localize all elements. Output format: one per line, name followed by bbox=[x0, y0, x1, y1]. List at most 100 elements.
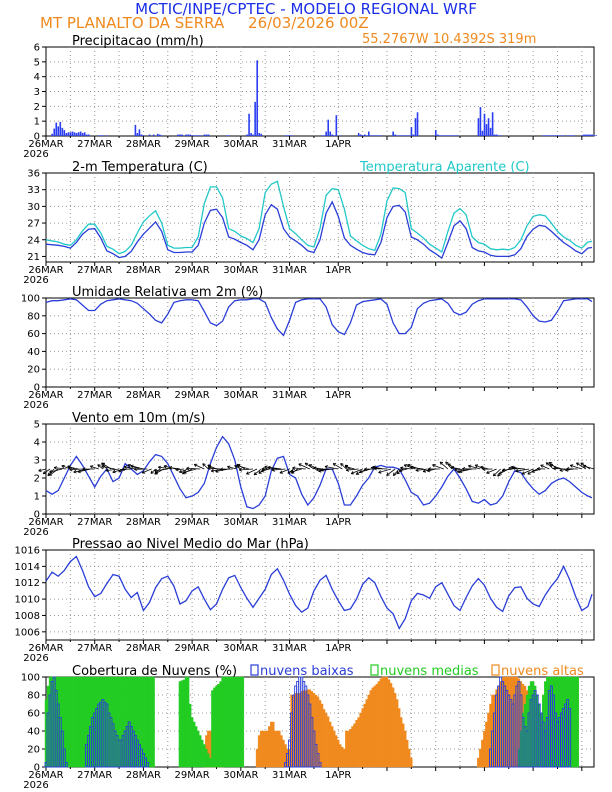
wind-arrow-head bbox=[48, 472, 53, 476]
wind-arrow-head bbox=[220, 467, 224, 472]
x-tick-label: 1APR bbox=[325, 139, 351, 150]
wind-arrow-head bbox=[457, 469, 461, 474]
cloud-bar-medias bbox=[211, 690, 214, 768]
precip-bar bbox=[495, 134, 498, 136]
precip-bar bbox=[357, 133, 360, 136]
cloud-bar-medias bbox=[81, 676, 84, 768]
wind-arrow-head bbox=[540, 464, 544, 468]
cloud-bar-baixas bbox=[64, 762, 68, 768]
cloud-bar-medias bbox=[576, 676, 579, 768]
x-tick-label: 31MAR bbox=[272, 517, 307, 528]
x-tick-label: 28MAR bbox=[126, 770, 161, 781]
cloud-bar-medias bbox=[205, 748, 208, 768]
precip-bar bbox=[98, 135, 100, 136]
cloud-bar-altas bbox=[278, 730, 281, 768]
precip-bar bbox=[71, 131, 74, 136]
x-tick-label: 27MAR bbox=[77, 390, 112, 401]
cloud-bar-altas bbox=[257, 735, 261, 768]
cloud-bar-altas bbox=[395, 699, 399, 768]
precip-bar bbox=[87, 134, 90, 136]
precip-bar bbox=[412, 134, 415, 136]
wind-arrow bbox=[246, 468, 258, 475]
cloud-bar-altas bbox=[328, 721, 332, 768]
cloud-bar-medias bbox=[572, 676, 575, 768]
wind-arrow bbox=[101, 465, 116, 470]
x-tick-label: 27MAR bbox=[77, 643, 112, 654]
x-tick-label: 29MAR bbox=[175, 770, 210, 781]
cloud-bar-medias bbox=[213, 687, 216, 768]
precip-bar bbox=[562, 135, 565, 136]
wind-arrow-head bbox=[428, 467, 431, 471]
precip-bar bbox=[550, 135, 553, 136]
x-tick-label: 26MAR bbox=[28, 390, 63, 401]
cloud-bar-altas bbox=[259, 730, 263, 768]
wind-arrow-head bbox=[407, 463, 411, 468]
precip-bar bbox=[477, 118, 480, 136]
precip-bar bbox=[142, 135, 145, 136]
precip-bar bbox=[55, 122, 58, 136]
wind-arrow-head bbox=[468, 464, 472, 469]
wind-arrow bbox=[439, 461, 449, 470]
cloud-bar-medias bbox=[233, 676, 236, 768]
precip-bar bbox=[370, 135, 372, 136]
x-tick-label: 30MAR bbox=[223, 517, 258, 528]
precip-bar bbox=[321, 135, 323, 136]
wind-arrow bbox=[234, 465, 242, 470]
precip-bar bbox=[552, 135, 555, 136]
wind-arrow-head bbox=[318, 469, 322, 473]
panel-frame-1 bbox=[45, 172, 595, 263]
precip-bar bbox=[392, 131, 394, 136]
precip-bar bbox=[333, 135, 336, 136]
wind-arrow bbox=[583, 465, 595, 470]
cloud-bar-medias bbox=[241, 676, 245, 768]
precip-bar bbox=[439, 135, 441, 136]
precip-bar bbox=[368, 131, 370, 136]
wind-arrow bbox=[290, 468, 302, 473]
wind-arrow bbox=[386, 468, 396, 476]
wind-arrow bbox=[202, 463, 209, 470]
y-tick-label: 4 bbox=[34, 438, 40, 449]
precip-bar bbox=[595, 135, 597, 136]
cloud-bar-altas bbox=[339, 744, 342, 768]
wind-arrow-head bbox=[566, 467, 570, 471]
precip-bar bbox=[191, 135, 194, 136]
cloud-bar-medias bbox=[184, 676, 188, 768]
precip-bar bbox=[197, 135, 200, 136]
year-label: 2026 bbox=[23, 527, 48, 538]
cloud-bar-altas bbox=[255, 748, 259, 768]
series-line-0 bbox=[45, 555, 593, 630]
y-tick-label: 5 bbox=[34, 420, 40, 431]
cloud-bar-medias bbox=[192, 721, 196, 768]
precip-bar bbox=[548, 135, 551, 136]
wind-arrow-head bbox=[521, 471, 526, 475]
precip-bar bbox=[491, 112, 494, 136]
cloud-bar-altas bbox=[280, 735, 283, 768]
wind-arrow bbox=[399, 468, 408, 472]
precip-bar bbox=[205, 134, 208, 136]
wind-arrow-head bbox=[480, 465, 484, 470]
wind-arrow-head bbox=[215, 469, 219, 473]
precip-bar bbox=[100, 135, 102, 136]
precip-bar bbox=[65, 133, 68, 136]
precip-bar bbox=[591, 134, 593, 136]
cloud-bar-medias bbox=[199, 735, 202, 768]
precip-bar bbox=[254, 101, 256, 136]
wind-arrow-head bbox=[447, 463, 452, 467]
wind-arrow-head bbox=[227, 465, 231, 469]
cloud-bar-medias bbox=[146, 676, 149, 768]
wind-arrow bbox=[69, 468, 83, 471]
wind-arrow-head bbox=[130, 464, 134, 468]
wind-arrow-head bbox=[236, 464, 241, 468]
cloud-bar-altas bbox=[371, 687, 374, 768]
panel-title: Precipitacao (mm/h) bbox=[72, 34, 204, 49]
x-tick-label: 29MAR bbox=[175, 643, 210, 654]
wind-arrow-head bbox=[246, 471, 250, 475]
precip-bar bbox=[189, 134, 192, 136]
precip-bar bbox=[583, 134, 585, 136]
precip-bar bbox=[589, 134, 591, 136]
cloud-bar-altas bbox=[361, 708, 364, 768]
precip-bar bbox=[396, 135, 399, 136]
cloud-bar-medias bbox=[75, 676, 78, 768]
wind-arrow bbox=[42, 468, 51, 475]
precip-bar bbox=[445, 135, 447, 136]
